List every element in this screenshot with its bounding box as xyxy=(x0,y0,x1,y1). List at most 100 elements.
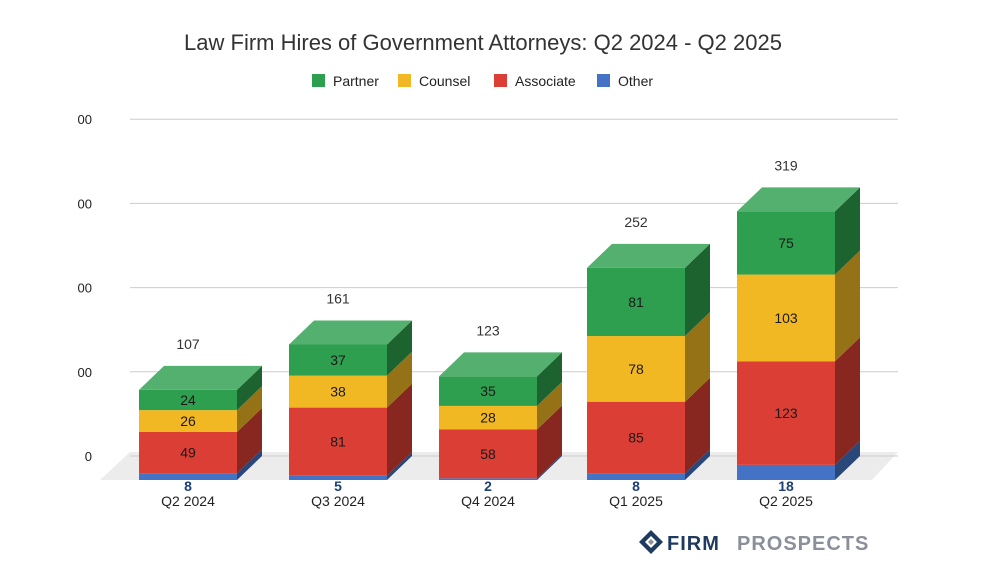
bar-segment-other xyxy=(289,475,387,480)
bar-segment-counsel xyxy=(737,274,835,362)
bar-side-counsel xyxy=(237,386,262,433)
bars: 8 49 26 24 107 5 81 38 37 161 2 58 28 35 123 8 85 78 81 252… xyxy=(139,157,860,494)
total-label: 107 xyxy=(176,336,200,352)
y-tick-label: 00 xyxy=(78,196,92,211)
data-label-counsel: 103 xyxy=(774,310,798,326)
bar-segment-counsel xyxy=(139,410,237,433)
bar-segment-partner xyxy=(139,389,237,411)
data-label-counsel: 38 xyxy=(330,384,346,400)
bar-top-face xyxy=(737,187,860,212)
bar-segment-partner xyxy=(587,267,685,337)
total-label: 319 xyxy=(774,157,798,173)
data-label-partner: 75 xyxy=(778,235,794,251)
data-label-other: 5 xyxy=(334,478,342,494)
bar-segment-counsel xyxy=(289,375,387,408)
legend: Partner Counsel Associate Other xyxy=(312,73,653,89)
bar-segment-other xyxy=(139,473,237,480)
bar-segment-partner xyxy=(289,344,387,376)
bar-side-partner xyxy=(685,243,710,337)
bar-top-face xyxy=(139,365,262,390)
bar-segment-other xyxy=(587,473,685,480)
x-tick-label: Q2 2025 xyxy=(759,493,813,509)
bar-stack-1: 5 81 38 37 161 xyxy=(289,290,412,494)
data-label-other: 2 xyxy=(484,478,492,494)
data-label-partner: 35 xyxy=(480,383,496,399)
bar-side-associate xyxy=(537,405,562,479)
bar-side-associate xyxy=(685,377,710,474)
legend-swatch-associate xyxy=(494,74,507,87)
data-label-counsel: 28 xyxy=(480,410,496,426)
bar-side-associate xyxy=(835,337,860,465)
bar-side-other xyxy=(387,451,412,480)
diamond-logo-icon xyxy=(639,530,663,554)
data-label-associate: 81 xyxy=(330,434,346,450)
data-label-associate: 85 xyxy=(628,429,644,445)
data-label-counsel: 26 xyxy=(180,413,196,429)
bar-segment-partner xyxy=(439,376,537,406)
bar-top-face xyxy=(587,243,710,268)
y-tick-label: 0 xyxy=(85,449,92,464)
legend-swatch-partner xyxy=(312,74,325,87)
bar-stack-4: 18 123 103 75 319 xyxy=(737,157,860,494)
y-tick-label: 00 xyxy=(78,281,92,296)
data-label-partner: 37 xyxy=(330,352,346,368)
total-label: 161 xyxy=(326,290,350,306)
bar-stack-0: 8 49 26 24 107 xyxy=(139,336,262,494)
total-label: 252 xyxy=(624,214,648,230)
bar-side-partner xyxy=(237,365,262,411)
bar-side-partner xyxy=(835,187,860,275)
bar-side-associate xyxy=(237,408,262,474)
legend-swatch-other xyxy=(597,74,610,87)
brand-logo: FIRM PROSPECTS xyxy=(639,530,868,555)
x-tick-label: Q2 2024 xyxy=(161,493,215,509)
data-label-associate: 58 xyxy=(480,446,496,462)
bar-top-face xyxy=(439,352,562,377)
bar-segment-associate xyxy=(737,361,835,465)
bar-side-partner xyxy=(537,352,562,406)
bar-segment-other xyxy=(737,464,835,480)
legend-swatch-counsel xyxy=(398,74,411,87)
bar-side-other xyxy=(685,449,710,480)
bar-segment-other xyxy=(439,478,537,480)
bar-side-counsel xyxy=(685,312,710,402)
data-label-associate: 123 xyxy=(774,405,798,421)
bar-segment-associate xyxy=(289,407,387,476)
bar-side-other xyxy=(835,440,860,480)
bar-side-other xyxy=(537,454,562,480)
bar-side-counsel xyxy=(835,250,860,362)
data-label-partner: 81 xyxy=(628,294,644,310)
y-tick-label: 00 xyxy=(78,112,92,127)
bar-side-associate xyxy=(387,383,412,476)
brand-firm-text: FIRM xyxy=(667,533,720,555)
legend-label-counsel: Counsel xyxy=(419,73,470,89)
x-tick-label: Q3 2024 xyxy=(311,493,365,509)
bar-side-other xyxy=(237,449,262,480)
data-label-other: 18 xyxy=(778,478,794,494)
bar-top-face xyxy=(289,320,412,345)
x-axis-labels: Q2 2024 Q3 2024 Q4 2024 Q1 2025 Q2 2025 xyxy=(161,493,813,509)
bar-side-partner xyxy=(387,320,412,376)
bar-segment-associate xyxy=(139,432,237,474)
data-label-partner: 24 xyxy=(180,392,196,408)
data-label-associate: 49 xyxy=(180,445,196,461)
bar-segment-associate xyxy=(439,429,537,479)
data-label-other: 8 xyxy=(632,478,640,494)
bar-segment-counsel xyxy=(439,405,537,430)
data-label-other: 8 xyxy=(184,478,192,494)
legend-label-associate: Associate xyxy=(515,73,576,89)
total-label: 123 xyxy=(476,322,500,338)
legend-label-other: Other xyxy=(618,73,653,89)
bar-segment-associate xyxy=(587,401,685,474)
bar-segment-counsel xyxy=(587,336,685,402)
bar-segment-partner xyxy=(737,211,835,275)
bar-stack-3: 8 85 78 81 252 xyxy=(587,214,710,494)
bar-side-counsel xyxy=(537,381,562,430)
data-label-counsel: 78 xyxy=(628,361,644,377)
bar-stack-2: 2 58 28 35 123 xyxy=(439,322,562,494)
legend-label-partner: Partner xyxy=(333,73,379,89)
y-tick-label: 00 xyxy=(78,365,92,380)
chart-title: Law Firm Hires of Government Attorneys: … xyxy=(184,30,782,55)
x-tick-label: Q4 2024 xyxy=(461,493,515,509)
